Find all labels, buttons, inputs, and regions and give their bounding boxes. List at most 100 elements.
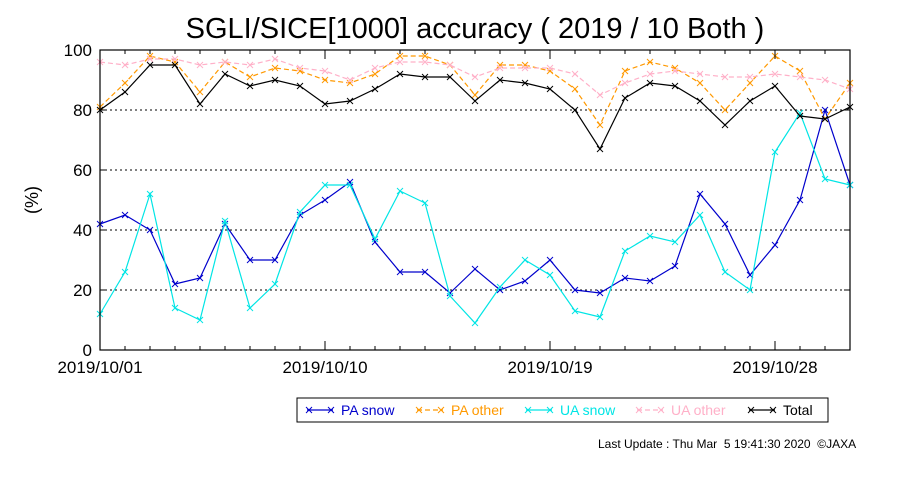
ua-snow-point xyxy=(246,304,254,312)
ua-snow-point xyxy=(146,190,154,198)
ua-snow-point xyxy=(621,247,629,255)
x-tick-label: 2019/10/10 xyxy=(282,358,367,377)
total-point-stroke-b xyxy=(446,73,454,81)
total-point xyxy=(771,82,779,90)
ua-other-point-stroke-b xyxy=(471,73,479,81)
pa-snow-point-stroke-b xyxy=(721,220,729,228)
total-point-stroke-b xyxy=(546,85,554,93)
pa-snow-point-stroke-b xyxy=(746,271,754,279)
x-tick-label: 2019/10/28 xyxy=(732,358,817,377)
pa-snow-point-stroke-b xyxy=(621,274,629,282)
pa-snow-point xyxy=(146,226,154,234)
total-point-stroke-b xyxy=(321,100,329,108)
pa-snow-point-stroke-b xyxy=(796,196,804,204)
ua-snow-point xyxy=(196,316,204,324)
legend-marker-ua-other-stroke-b xyxy=(657,406,665,414)
ua-snow-point xyxy=(771,148,779,156)
pa-snow-point xyxy=(496,286,504,294)
pa-other-point-stroke-b xyxy=(371,70,379,78)
x-tick-labels: 2019/10/01 2019/10/10 2019/10/19 2019/10/28 xyxy=(57,50,851,377)
pa-snow-point xyxy=(771,241,779,249)
pa-snow-point xyxy=(471,265,479,273)
ua-snow-point xyxy=(696,211,704,219)
ua-snow-point-stroke-b xyxy=(396,187,404,195)
ua-other-point-stroke-b xyxy=(121,61,129,69)
total-point-stroke-b xyxy=(346,97,354,105)
total-point-stroke-b xyxy=(671,82,679,90)
total-point-stroke-b xyxy=(721,121,729,129)
pa-snow-point xyxy=(446,289,454,297)
ua-other-point-stroke-b xyxy=(346,76,354,84)
ua-other-point xyxy=(296,64,304,72)
ua-snow-point-stroke-b xyxy=(421,199,429,207)
pa-other-point-stroke-b xyxy=(421,52,429,60)
total-point xyxy=(171,61,179,69)
legend-marker-ua-snow xyxy=(546,406,554,414)
ua-other-point-stroke-b xyxy=(796,73,804,81)
pa-other-line xyxy=(99,55,851,127)
pa-snow-point-stroke-b xyxy=(421,268,429,276)
total-point xyxy=(121,88,129,96)
ua-other-point xyxy=(621,79,629,87)
total-point-stroke-b xyxy=(571,106,579,114)
gridlines xyxy=(100,109,850,291)
pa-snow-point-stroke-b xyxy=(121,211,129,219)
pa-snow-point-stroke-b xyxy=(396,268,404,276)
total-point xyxy=(196,100,204,108)
y-tick-label: 80 xyxy=(73,101,92,120)
pa-snow-point-stroke-b xyxy=(696,190,704,198)
pa-snow-point-stroke-b xyxy=(371,238,379,246)
total-point xyxy=(146,61,154,69)
legend-marker-total xyxy=(747,406,755,414)
legend-marker-ua-other xyxy=(635,406,643,414)
ua-snow-point-stroke-b xyxy=(296,208,304,216)
ua-snow-point xyxy=(646,232,654,240)
ua-other-point xyxy=(646,70,654,78)
ua-other-point xyxy=(246,61,254,69)
pa-snow-point xyxy=(546,256,554,264)
pa-other-point xyxy=(571,85,579,93)
pa-snow-point xyxy=(321,196,329,204)
ua-other-point xyxy=(521,64,529,72)
total-point-stroke-b xyxy=(821,115,829,123)
ua-snow-point xyxy=(521,256,529,264)
legend-marker-pa-snow xyxy=(305,406,313,414)
ua-other-point xyxy=(496,64,504,72)
ua-snow-point-stroke-b xyxy=(671,238,679,246)
total-point-stroke-b xyxy=(596,145,604,153)
total-point-stroke-b xyxy=(771,82,779,90)
pa-snow-point xyxy=(646,277,654,285)
pa-snow-line xyxy=(99,107,851,294)
ua-snow-line xyxy=(99,111,851,324)
total-point xyxy=(271,76,279,84)
ua-snow-point-stroke-b xyxy=(446,292,454,300)
pa-snow-point xyxy=(271,256,279,264)
total-point-stroke-b xyxy=(696,97,704,105)
pa-snow-point-stroke-b xyxy=(496,286,504,294)
ua-other-point-stroke-b xyxy=(696,70,704,78)
legend-marker-pa-snow-stroke-b xyxy=(327,406,335,414)
ua-other-point-stroke-b xyxy=(646,70,654,78)
ua-other-point xyxy=(171,55,179,63)
ua-other-point-stroke-b xyxy=(821,76,829,84)
legend-marker-ua-snow-stroke-b xyxy=(524,406,532,414)
ua-other-point xyxy=(746,73,754,81)
y-axis-label: (%) xyxy=(22,186,42,214)
legend-marker-ua-other xyxy=(657,406,665,414)
x-tick-label: 2019/10/01 xyxy=(57,358,142,377)
pa-snow-point xyxy=(171,280,179,288)
legend-marker-pa-snow-stroke-b xyxy=(305,406,313,414)
total-point-stroke-b xyxy=(396,70,404,78)
pa-snow-point-stroke-b xyxy=(146,226,154,234)
pa-snow-point-stroke-b xyxy=(171,280,179,288)
ua-snow-point xyxy=(446,292,454,300)
ua-other-point xyxy=(546,64,554,72)
total-point xyxy=(596,145,604,153)
ua-other-point xyxy=(671,67,679,75)
ua-other-point-stroke-b xyxy=(521,64,529,72)
legend-marker-total-stroke-b xyxy=(769,406,777,414)
pa-snow-point xyxy=(196,274,204,282)
ua-other-point xyxy=(821,76,829,84)
pa-other-point xyxy=(696,79,704,87)
